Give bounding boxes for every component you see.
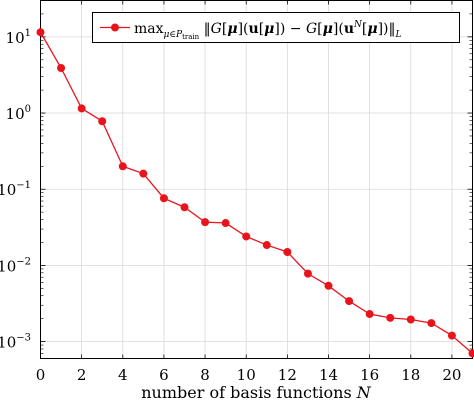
x-tick-label: 10 [237, 366, 256, 384]
y-tick-label: 10−3 [0, 333, 31, 352]
legend-label-part: G [211, 21, 222, 37]
legend-label-part: G [306, 21, 317, 37]
legend-label-part: ])‖ [378, 21, 396, 37]
data-point [98, 117, 107, 126]
y-tick-base: 10 [0, 181, 16, 199]
x-tick-label: 16 [360, 366, 379, 384]
legend-label-part: μ [227, 21, 237, 37]
legend-label-part: [ [222, 21, 227, 37]
data-point [447, 331, 456, 340]
x-tick-label: 8 [200, 366, 210, 384]
y-tick-exponent: −3 [16, 333, 31, 344]
x-tick-label: 18 [401, 366, 420, 384]
data-point [180, 203, 189, 212]
y-tick-exponent: −1 [16, 180, 31, 191]
legend-label-part: μ [264, 21, 274, 37]
y-tick-exponent: 0 [25, 104, 31, 115]
legend: maxμ∈Ptrain ‖G[μ](u[μ]) − G[μ](uN[μ])‖L [92, 12, 460, 43]
x-tick-label: 12 [278, 366, 297, 384]
legend-box [92, 12, 460, 43]
legend-label-part: ‖ [199, 21, 210, 37]
legend-label-part: [ [362, 21, 367, 37]
data-point [201, 218, 210, 227]
data-point [303, 269, 312, 278]
data-point [139, 169, 148, 178]
legend-label-part: ]( [238, 21, 249, 37]
data-point [406, 315, 415, 324]
y-tick-label: 10−2 [0, 256, 31, 275]
legend-label-part: μ [367, 21, 377, 37]
legend-label-part: train [182, 33, 200, 41]
data-point [77, 104, 86, 113]
x-axis-label-symbol: N [356, 383, 372, 402]
data-point [365, 310, 374, 319]
data-point [262, 241, 271, 250]
legend-label-part: u [249, 21, 259, 37]
y-tick-label: 100 [6, 104, 31, 123]
legend-label-part: L [395, 30, 402, 40]
legend-label: maxμ∈Ptrain ‖G[μ](u[μ]) − G[μ](uN[μ])‖L [134, 20, 402, 41]
legend-label-part: [ [317, 21, 322, 37]
legend-label-part: N [353, 20, 363, 30]
data-point [57, 64, 66, 73]
data-point [118, 162, 127, 171]
x-tick-label: 6 [159, 366, 169, 384]
data-point [283, 247, 292, 256]
legend-marker [111, 23, 119, 32]
data-point [345, 297, 354, 306]
data-point [427, 319, 436, 328]
legend-label-part: ]) − [274, 21, 306, 37]
y-tick-base: 10 [0, 257, 16, 275]
grid [40, 0, 473, 359]
y-tick-base: 10 [6, 29, 25, 47]
y-tick-label: 101 [6, 28, 31, 47]
data-point [324, 281, 333, 290]
series-line [39, 31, 473, 354]
data-point [468, 349, 474, 358]
y-tick-exponent: −2 [16, 256, 31, 267]
y-tick-base: 10 [6, 105, 25, 123]
data-point [386, 313, 395, 322]
x-tick-label: 0 [36, 366, 46, 384]
legend-label-part: ]( [333, 21, 344, 37]
legend-label-part: μ∈P [164, 30, 184, 40]
data-point [36, 28, 45, 37]
legend-label-part: μ [323, 21, 333, 37]
data-point [221, 219, 230, 228]
series-group [36, 28, 474, 358]
data-point [159, 194, 168, 203]
y-tick-label: 10−1 [0, 180, 31, 199]
x-tick-label: 14 [319, 366, 338, 384]
x-tick-label: 20 [442, 366, 461, 384]
legend-label-part: u [344, 21, 354, 37]
x-axis-label: number of basis functions N [141, 383, 372, 402]
plot-frame [40, 0, 473, 359]
x-axis-label-text: number of basis functions [141, 383, 357, 402]
legend-label-part: [ [259, 21, 264, 37]
y-tick-base: 10 [0, 334, 16, 352]
x-tick-label: 2 [77, 366, 87, 384]
legend-label-part: max [134, 21, 164, 37]
y-tick-exponent: 1 [25, 28, 31, 39]
data-point [242, 232, 251, 241]
x-tick-label: 4 [118, 366, 128, 384]
